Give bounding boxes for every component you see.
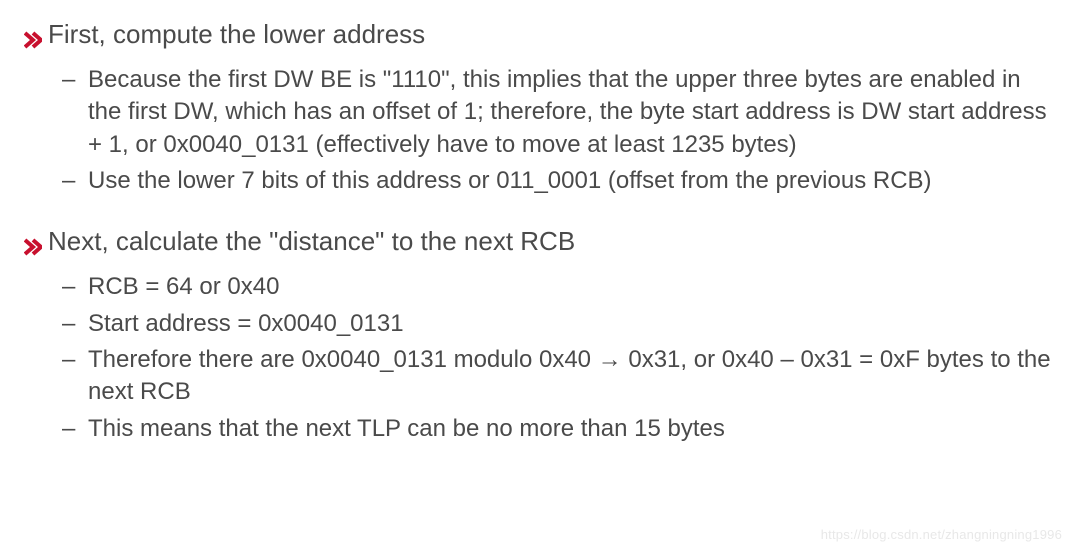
section-2-heading: Next, calculate the "distance" to the ne… [24,225,1056,265]
slide-content: First, compute the lower address Because… [0,0,1080,445]
section-2-bullets: RCB = 64 or 0x40 Start address = 0x0040_… [62,271,1056,445]
chevron-icon [24,24,42,58]
section-2: Next, calculate the "distance" to the ne… [24,225,1056,445]
section-1-bullets: Because the first DW BE is "1110", this … [62,64,1056,198]
list-item: This means that the next TLP can be no m… [62,413,1056,445]
list-item: Start address = 0x0040_0131 [62,308,1056,340]
watermark: https://blog.csdn.net/zhangningning1996 [821,527,1062,542]
list-item: Use the lower 7 bits of this address or … [62,165,1056,197]
section-1-heading: First, compute the lower address [24,18,1056,58]
list-item: RCB = 64 or 0x40 [62,271,1056,303]
list-item: Because the first DW BE is "1110", this … [62,64,1056,161]
section-1-heading-text: First, compute the lower address [48,18,1056,52]
section-1: First, compute the lower address Because… [24,18,1056,197]
chevron-icon [24,231,42,265]
section-2-heading-text: Next, calculate the "distance" to the ne… [48,225,1056,259]
list-item: Therefore there are 0x0040_0131 modulo 0… [62,344,1056,409]
